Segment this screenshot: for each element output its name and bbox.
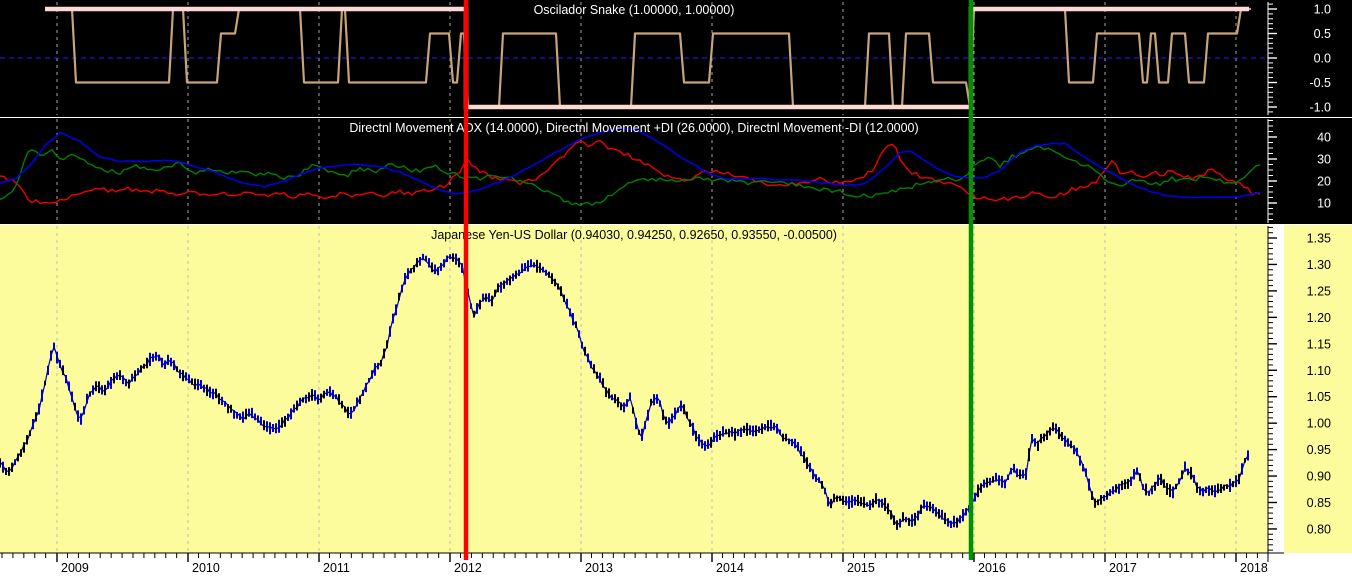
svg-text:20: 20 (1317, 175, 1331, 189)
svg-text:-0.5: -0.5 (1309, 76, 1331, 90)
price-tick-gutter (1268, 225, 1284, 553)
adx-line (0, 127, 1261, 199)
year-label: 2015 (847, 561, 875, 575)
svg-text:0.0: 0.0 (1314, 52, 1331, 66)
svg-text:1.25: 1.25 (1307, 284, 1331, 298)
svg-text:0.95: 0.95 (1307, 443, 1331, 457)
svg-text:30: 30 (1317, 153, 1331, 167)
svg-text:1.15: 1.15 (1307, 337, 1331, 351)
price-bars-up (2, 253, 1249, 528)
x-axis: 2009 2010 2011 2012 2013 2014 2015 2016 2017 2018 (0, 552, 1284, 575)
svg-text:40: 40 (1317, 131, 1331, 145)
oscillator-y-axis: 1.0 0.5 0.0 -0.5 -1.0 (1267, 2, 1331, 115)
year-label: 2009 (61, 561, 89, 575)
svg-text:1.0: 1.0 (1314, 3, 1331, 17)
svg-text:10: 10 (1317, 197, 1331, 211)
year-label: 2010 (192, 561, 220, 575)
svg-text:1.05: 1.05 (1307, 390, 1331, 404)
signal-lines-layer (463, 0, 974, 560)
price-panel[interactable] (0, 225, 1352, 553)
adx-panel[interactable] (0, 118, 1352, 224)
year-label: 2012 (454, 561, 482, 575)
oscillator-panel-title: Oscilador Snake (1.00000, 1.00000) (534, 3, 735, 17)
year-label: 2016 (978, 561, 1006, 575)
year-label: 2014 (716, 561, 744, 575)
svg-text:1.20: 1.20 (1307, 311, 1331, 325)
minus-di-line (0, 139, 1261, 205)
svg-text:1.35: 1.35 (1307, 232, 1331, 246)
adx-y-axis: 40 30 20 10 (1267, 119, 1331, 223)
adx-panel-title: Directnl Movement ADX (14.0000), Directn… (349, 121, 918, 135)
svg-text:1.30: 1.30 (1307, 258, 1331, 272)
svg-text:1.10: 1.10 (1307, 364, 1331, 378)
year-label: 2011 (323, 561, 350, 575)
year-label: 2013 (585, 561, 613, 575)
svg-text:0.85: 0.85 (1307, 496, 1331, 510)
price-panel-title: Japanese Yen-US Dollar (0.94030, 0.94250… (431, 228, 837, 242)
snake-signal-line (45, 6, 1249, 110)
plus-di-line (0, 145, 1261, 207)
year-label: 2018 (1240, 561, 1268, 575)
svg-text:0.80: 0.80 (1307, 522, 1331, 536)
svg-text:-1.0: -1.0 (1309, 101, 1331, 115)
svg-text:0.90: 0.90 (1307, 470, 1331, 484)
year-label: 2017 (1109, 561, 1137, 575)
svg-text:1.00: 1.00 (1307, 417, 1331, 431)
snake-wave-line (55, 7, 1251, 109)
price-y-axis: 1.35 1.30 1.25 1.20 1.15 1.10 1.05 1.00 0.95 0.90… (1267, 226, 1331, 562)
svg-text:0.5: 0.5 (1314, 27, 1331, 41)
